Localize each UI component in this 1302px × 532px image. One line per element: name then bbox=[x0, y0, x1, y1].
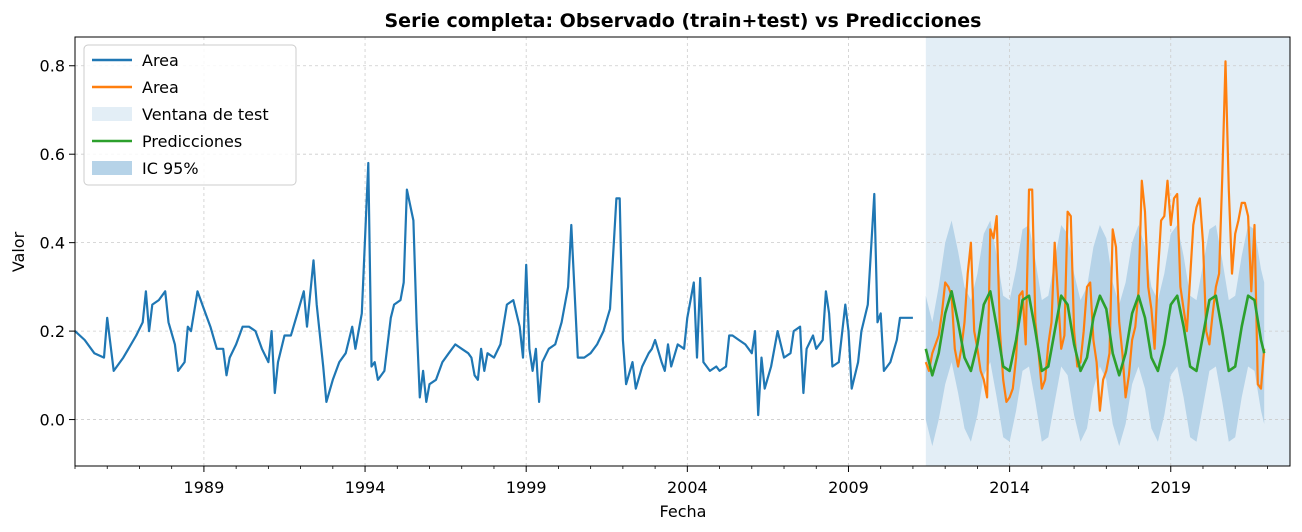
series-line-train bbox=[74, 161, 913, 417]
x-tick-label: 2009 bbox=[828, 478, 869, 497]
y-tick-label: 0.2 bbox=[40, 322, 65, 341]
legend-box bbox=[83, 44, 297, 186]
y-axis-ticks: 0.0 0.2 0.4 0.6 0.8 bbox=[40, 57, 75, 430]
legend-patch-swatch bbox=[92, 161, 132, 175]
x-tick-label: 2019 bbox=[1150, 478, 1191, 497]
y-tick-label: 0.6 bbox=[40, 145, 65, 164]
chart-title: Serie completa: Observado (train+test) v… bbox=[385, 10, 982, 32]
legend-label: Ventana de test bbox=[142, 105, 269, 124]
legend-label: Area bbox=[142, 78, 179, 97]
gridlines bbox=[75, 37, 1290, 466]
x-axis-ticks: 1989 1994 1999 2004 2009 2014 2019 bbox=[74, 466, 1268, 497]
plot-frame bbox=[74, 36, 1291, 467]
legend-patch-swatch bbox=[92, 107, 132, 121]
series-line-test bbox=[924, 60, 1266, 412]
x-tick-label: 1999 bbox=[506, 478, 547, 497]
x-tick-label: 1994 bbox=[345, 478, 386, 497]
legend: Area Area Ventana de test Predicciones IC 95… bbox=[83, 44, 297, 186]
legend-label: Area bbox=[142, 51, 179, 70]
x-tick-label: 2004 bbox=[667, 478, 708, 497]
x-tick-label: 1989 bbox=[184, 478, 225, 497]
y-tick-label: 0.8 bbox=[40, 57, 65, 76]
legend-label: Predicciones bbox=[142, 132, 242, 151]
series-line-predictions bbox=[924, 290, 1266, 377]
legend-label: IC 95% bbox=[142, 159, 199, 178]
x-axis-label: Fecha bbox=[660, 502, 707, 521]
x-tick-label: 2014 bbox=[989, 478, 1030, 497]
y-axis-label: Valor bbox=[9, 231, 28, 272]
y-tick-label: 0.0 bbox=[40, 411, 65, 430]
y-tick-label: 0.4 bbox=[40, 234, 65, 253]
plot-area bbox=[74, 36, 1291, 467]
